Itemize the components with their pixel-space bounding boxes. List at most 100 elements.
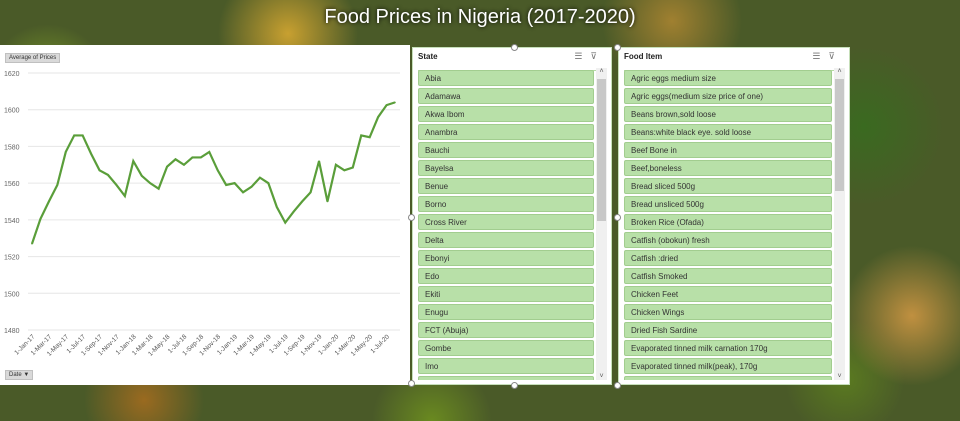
slicer-item[interactable]: Edo xyxy=(418,268,594,284)
slicer-item[interactable]: Catfish Smoked xyxy=(624,268,832,284)
slicer-item[interactable]: Beef,boneless xyxy=(624,160,832,176)
data-point xyxy=(200,156,202,159)
line-chart-panel[interactable]: Average of Prices 1480 1500 1520 1540 1560 15… xyxy=(0,45,410,385)
slicer-item[interactable]: Adamawa xyxy=(418,88,594,104)
resize-handle[interactable] xyxy=(408,380,415,387)
slicer-item[interactable]: Jigawa xyxy=(418,376,594,380)
data-point xyxy=(233,182,236,184)
y-tick-label: 1580 xyxy=(4,144,20,151)
slicer-item[interactable]: Evaporated tinned milk carnation 170g xyxy=(624,340,832,356)
state-slicer-header: State xyxy=(418,52,438,61)
scroll-thumb[interactable] xyxy=(835,79,844,191)
slicer-item[interactable]: Beans:white black eye. sold loose xyxy=(624,124,832,140)
slicer-item[interactable]: Evaporated tinned milk(peak), 170g xyxy=(624,358,832,374)
data-point xyxy=(377,116,379,118)
data-point xyxy=(208,151,211,153)
data-point xyxy=(301,200,303,203)
data-point xyxy=(225,184,227,186)
scroll-up-icon[interactable]: ˄ xyxy=(599,68,604,75)
state-list: Abia Adamawa Akwa Ibom Anambra Bauchi Bayelsa… xyxy=(418,68,594,380)
slicer-item[interactable]: Imo xyxy=(418,358,594,374)
slicer-item[interactable]: Borno xyxy=(418,196,594,212)
slicer-item[interactable]: Ekiti xyxy=(418,286,594,302)
clear-filter-icon[interactable]: ⊽ xyxy=(828,51,843,61)
scroll-up-icon[interactable]: ˄ xyxy=(837,68,842,75)
dashboard-title: Food Prices in Nigeria (2017-2020) xyxy=(324,6,636,28)
scroll-down-icon[interactable]: ˅ xyxy=(599,373,604,380)
resize-handle[interactable] xyxy=(614,382,621,389)
slicer-item[interactable]: Agric eggs(medium size price of one) xyxy=(624,88,832,104)
multi-select-icon[interactable]: ☰ xyxy=(574,51,591,61)
data-point xyxy=(90,152,92,155)
data-point xyxy=(124,195,126,197)
slicer-item[interactable]: Chicken Feet xyxy=(624,286,832,302)
data-point xyxy=(394,101,396,104)
slicer-item[interactable]: Frozen chicken xyxy=(624,376,832,380)
resize-handle[interactable] xyxy=(614,214,621,221)
slicer-item[interactable]: Agric eggs medium size xyxy=(624,70,832,86)
value-field-button[interactable]: Average of Prices xyxy=(5,53,61,63)
data-point xyxy=(64,151,67,153)
slicer-item[interactable]: Ebonyi xyxy=(418,250,594,266)
slicer-item[interactable]: Bread unsliced 500g xyxy=(624,196,832,212)
dropdown-arrow-icon: ▼ xyxy=(23,372,30,378)
multi-select-icon[interactable]: ☰ xyxy=(812,51,829,61)
state-scrollbar[interactable]: ˄ ˅ xyxy=(596,68,607,380)
date-field-button[interactable]: Date ▼ xyxy=(5,370,34,380)
resize-handle[interactable] xyxy=(408,214,415,221)
slicer-item[interactable]: Akwa Ibom xyxy=(418,106,594,122)
scroll-thumb[interactable] xyxy=(597,79,606,221)
data-point xyxy=(166,165,168,168)
scroll-down-icon[interactable]: ˅ xyxy=(837,373,842,380)
data-point xyxy=(81,134,84,137)
data-point xyxy=(56,184,59,186)
data-point xyxy=(157,187,160,190)
slicer-item[interactable]: Catfish :dried xyxy=(624,250,832,266)
data-point xyxy=(242,191,244,194)
data-point xyxy=(174,158,177,161)
slicer-item[interactable]: Enugu xyxy=(418,304,594,320)
data-point xyxy=(73,134,76,137)
resize-handle[interactable] xyxy=(511,382,518,389)
data-point xyxy=(343,169,346,172)
food-slicer-header: Food Item xyxy=(624,52,663,61)
data-point xyxy=(132,160,135,162)
slicer-item[interactable]: Bread sliced 500g xyxy=(624,178,832,194)
slicer-item[interactable]: Cross River xyxy=(418,214,594,230)
y-tick-label: 1500 xyxy=(4,291,20,298)
date-field-label: Date xyxy=(9,372,22,378)
slicer-item[interactable]: Gombe xyxy=(418,340,594,356)
slicer-item[interactable]: Broken Rice (Ofada) xyxy=(624,214,832,230)
slicer-item[interactable]: Delta xyxy=(418,232,594,248)
data-point xyxy=(326,200,329,203)
food-item-slicer[interactable]: Food Item ☰⊽ Agric eggs medium size Agric… xyxy=(618,47,850,385)
clear-filter-icon[interactable]: ⊽ xyxy=(590,51,605,61)
slicer-item[interactable]: Abia xyxy=(418,70,594,86)
slicer-item[interactable]: Dried Fish Sardine xyxy=(624,322,832,338)
x-tick-label: 1-Jul-20 xyxy=(369,333,391,355)
slicer-item[interactable]: Chicken Wings xyxy=(624,304,832,320)
data-point xyxy=(140,175,143,177)
data-point xyxy=(149,182,151,184)
data-point xyxy=(98,169,101,172)
data-point xyxy=(216,169,219,172)
slicer-item[interactable]: Beans brown,sold loose xyxy=(624,106,832,122)
slicer-item[interactable]: Benue xyxy=(418,178,594,194)
data-point xyxy=(309,191,312,194)
state-slicer[interactable]: State ☰⊽ Abia Adamawa Akwa Ibom Anambra Bauc… xyxy=(412,47,612,385)
data-point xyxy=(115,184,118,186)
data-point xyxy=(276,206,278,208)
resize-handle[interactable] xyxy=(614,44,621,51)
data-point xyxy=(250,186,253,188)
slicer-item[interactable]: FCT (Abuja) xyxy=(418,322,594,338)
slicer-item[interactable]: Bayelsa xyxy=(418,160,594,176)
food-scrollbar[interactable]: ˄ ˅ xyxy=(834,68,845,380)
slicer-item[interactable]: Bauchi xyxy=(418,142,594,158)
slicer-item[interactable]: Anambra xyxy=(418,124,594,140)
resize-handle[interactable] xyxy=(511,44,518,51)
data-point xyxy=(267,182,270,184)
y-tick-label: 1540 xyxy=(4,218,20,225)
slicer-item[interactable]: Beef Bone in xyxy=(624,142,832,158)
y-tick-label: 1620 xyxy=(4,71,20,78)
slicer-item[interactable]: Catfish (obokun) fresh xyxy=(624,232,832,248)
